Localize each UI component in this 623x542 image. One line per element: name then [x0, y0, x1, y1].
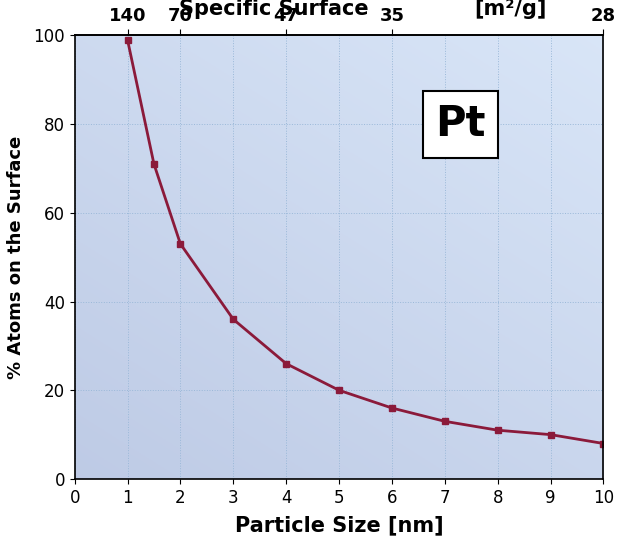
Text: Pt: Pt [435, 103, 486, 145]
X-axis label: Particle Size [nm]: Particle Size [nm] [235, 515, 444, 535]
Text: Specific Surface: Specific Surface [179, 0, 369, 19]
Y-axis label: % Atoms on the Surface: % Atoms on the Surface [7, 136, 25, 379]
Text: [m²/g]: [m²/g] [475, 0, 547, 19]
